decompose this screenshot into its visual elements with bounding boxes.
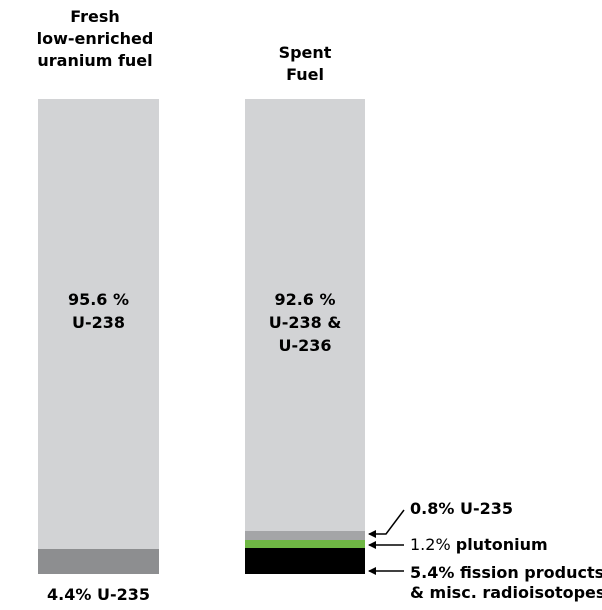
fresh-u238-segment bbox=[38, 99, 159, 549]
spent-u238-label-line1: 92.6 % bbox=[274, 290, 336, 309]
spent-plutonium-segment bbox=[245, 540, 365, 548]
fresh-fuel-title-line1: Fresh bbox=[70, 7, 120, 26]
spent-fuel-title: Spent Fuel bbox=[245, 42, 365, 86]
plutonium-callout: 1.2% plutonium bbox=[410, 535, 548, 555]
plutonium-callout-word: plutonium bbox=[455, 535, 548, 554]
spent-u235-segment bbox=[245, 531, 365, 540]
fresh-u238-label: 95.6 % U-238 bbox=[38, 288, 159, 334]
fresh-fuel-title-line3: uranium fuel bbox=[37, 51, 153, 70]
spent-u238-label-line3: U-236 bbox=[278, 336, 332, 355]
fresh-u238-label-line2: U-238 bbox=[71, 313, 126, 332]
spent-fission-segment bbox=[245, 548, 365, 574]
spent-fuel-title-line2: Fuel bbox=[286, 65, 324, 84]
fresh-u235-label: 4.4% U-235 bbox=[47, 585, 150, 604]
fission-callout-line1: 5.4% fission products bbox=[410, 563, 602, 582]
u235-callout: 0.8% U-235 bbox=[410, 499, 513, 518]
fresh-fuel-title-line2: low-enriched bbox=[36, 29, 154, 48]
fission-callout-line2: & misc. radioisotopes bbox=[410, 583, 602, 602]
spent-fuel-title-line1: Spent bbox=[278, 43, 332, 62]
fresh-u235-segment bbox=[38, 549, 159, 574]
fresh-u238-label-line1: 95.6 % bbox=[67, 290, 130, 309]
spent-u238-u236-segment bbox=[245, 99, 365, 531]
u235-leader-arrow bbox=[368, 509, 405, 538]
plutonium-callout-prefix: 1.2% bbox=[410, 535, 456, 554]
fission-callout: 5.4% fission products & misc. radioisoto… bbox=[410, 563, 602, 603]
spent-u238-u236-label: 92.6 % U-238 & U-236 bbox=[245, 288, 365, 357]
spent-u238-label-line2: U-238 & bbox=[268, 313, 342, 332]
fresh-fuel-title: Fresh low-enriched uranium fuel bbox=[20, 6, 170, 72]
